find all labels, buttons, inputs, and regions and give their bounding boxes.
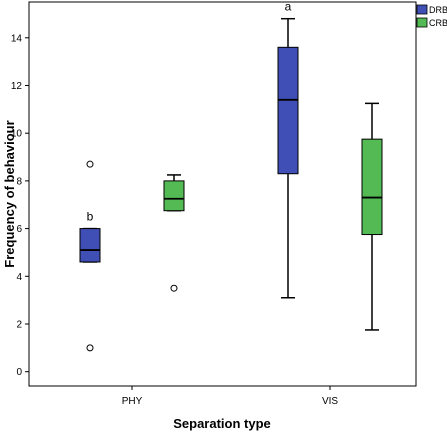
y-tick-label: 6 — [16, 224, 22, 235]
outlier-point — [86, 344, 94, 352]
x-tick-label: VIS — [322, 396, 338, 407]
box-series: ba — [79, 0, 383, 352]
legend-swatch-drb — [416, 4, 428, 15]
x-axis: PHY VIS — [122, 386, 338, 407]
plot-frame — [28, 1, 417, 387]
legend-label-drb: DRB — [429, 5, 447, 15]
y-tick-label: 0 — [16, 367, 22, 378]
x-tick-label: PHY — [122, 396, 143, 407]
box-crb-vis — [361, 102, 383, 331]
significance-letter: b — [87, 210, 94, 224]
y-tick-label: 2 — [16, 319, 22, 330]
y-tick-label: 4 — [16, 272, 22, 283]
iqr-box — [163, 180, 185, 212]
box-drb-vis: a — [277, 0, 299, 299]
outlier-point — [86, 160, 94, 168]
box-drb-phy: b — [79, 160, 101, 352]
significance-letter: a — [285, 0, 292, 14]
outlier-point — [170, 284, 178, 292]
legend: DRB CRB — [416, 4, 447, 28]
x-axis-title: Separation type — [173, 416, 271, 431]
iqr-box — [361, 138, 383, 236]
legend-label-crb: CRB — [429, 18, 447, 28]
legend-swatch-crb — [416, 17, 428, 28]
y-tick-label: 8 — [16, 176, 22, 187]
iqr-box — [79, 228, 101, 263]
y-axis-title: Frequency of behaviour — [2, 120, 17, 267]
y-tick-label: 10 — [11, 129, 23, 140]
y-tick-label: 14 — [11, 33, 23, 44]
y-tick-label: 12 — [11, 81, 23, 92]
y-axis: 0 2 4 6 8 10 12 14 — [11, 33, 29, 378]
box-crb-phy — [163, 174, 185, 292]
iqr-box — [277, 46, 299, 175]
